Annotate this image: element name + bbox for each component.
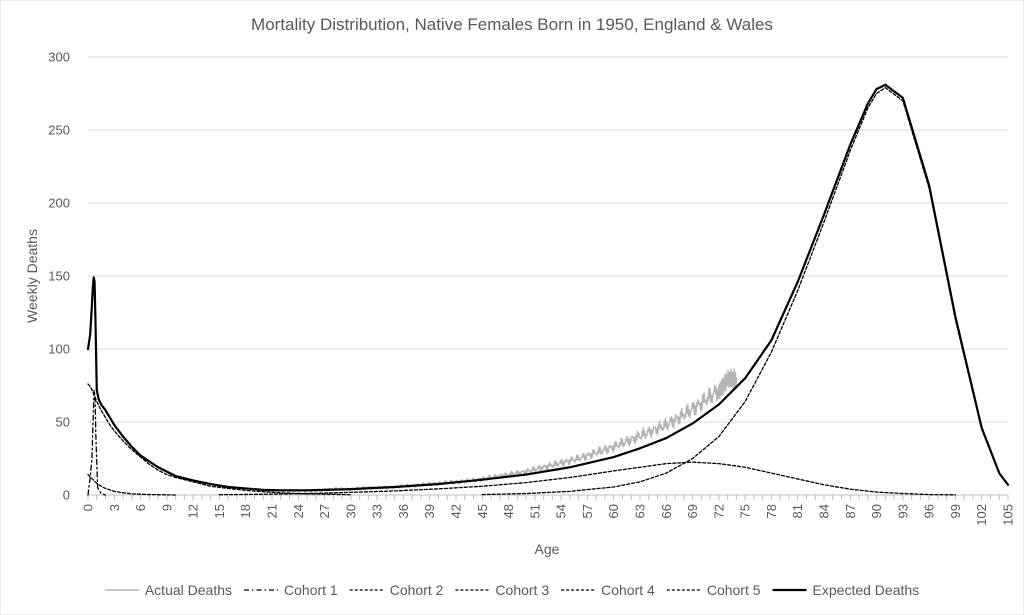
x-tick-label: 63 [633, 504, 648, 518]
x-tick-label: 81 [790, 504, 805, 518]
legend-label-cohort-1: Cohort 1 [284, 582, 338, 598]
x-tick-label: 51 [527, 504, 542, 518]
x-tick-label: 69 [685, 504, 700, 518]
x-tick-label: 6 [133, 504, 148, 511]
series-line-expected-deaths [86, 83, 1010, 492]
y-tick-label: 300 [48, 50, 70, 65]
x-tick-label: 18 [238, 504, 253, 518]
x-axis-ticks: 0 3 6 9 12 15 18 21 24 27 30 33 36 39 42 45 48 51 54 57 60 63… [81, 495, 1016, 526]
x-tick-label: 9 [159, 504, 174, 511]
legend-label-cohort-2: Cohort 2 [390, 582, 444, 598]
x-tick-label: 3 [107, 504, 122, 511]
y-axis-ticks: 0 50 100 150 200 250 300 [48, 50, 70, 503]
y-axis-title: Weekly Deaths [24, 229, 40, 323]
x-tick-label: 48 [501, 504, 516, 518]
series-line-cohort-2 [87, 383, 352, 496]
x-tick-label: 102 [974, 504, 989, 526]
x-tick-label: 87 [843, 504, 858, 518]
x-tick-label: 60 [606, 504, 621, 518]
x-tick-label: 45 [475, 504, 490, 518]
x-tick-label: 96 [922, 504, 937, 518]
x-tick-label: 90 [869, 504, 884, 518]
x-tick-label: 72 [711, 504, 726, 518]
y-tick-label: 100 [48, 342, 70, 357]
x-tick-label: 105 [1001, 504, 1016, 526]
x-tick-label: 36 [396, 504, 411, 518]
legend-label-actual-deaths: Actual Deaths [145, 582, 232, 598]
x-tick-label: 66 [659, 504, 674, 518]
legend-label-cohort-4: Cohort 4 [601, 582, 655, 598]
x-tick-label: 99 [948, 504, 963, 518]
x-tick-label: 75 [738, 504, 753, 518]
y-tick-label: 200 [48, 196, 70, 211]
x-tick-label: 57 [580, 504, 595, 518]
x-tick-label: 30 [343, 504, 358, 518]
x-tick-label: 21 [265, 504, 280, 518]
y-tick-label: 0 [63, 488, 70, 503]
x-tick-label: 24 [291, 504, 306, 518]
x-tick-label: 54 [554, 504, 569, 518]
legend-label-cohort-3: Cohort 3 [495, 582, 549, 598]
series-line-cohort-4 [218, 461, 957, 496]
x-tick-label: 93 [895, 504, 910, 518]
x-tick-label: 12 [186, 504, 201, 518]
y-tick-label: 150 [48, 269, 70, 284]
legend-label-cohort-5: Cohort 5 [707, 582, 761, 598]
x-axis-title: Age [535, 541, 560, 557]
y-tick-label: 50 [56, 415, 70, 430]
plot-area [86, 83, 1010, 496]
x-tick-label: 84 [817, 504, 832, 518]
chart-title: Mortality Distribution, Native Females B… [251, 15, 773, 34]
series-line-cohort-1 [87, 389, 107, 496]
x-tick-label: 33 [370, 504, 385, 518]
x-tick-label: 0 [81, 504, 96, 511]
x-tick-label: 27 [317, 504, 332, 518]
legend: Actual Deaths Cohort 1 Cohort 2 Cohort 3 Coh… [104, 582, 920, 598]
x-tick-label: 78 [764, 504, 779, 518]
legend-label-expected-deaths: Expected Deaths [813, 582, 920, 598]
x-tick-label: 39 [422, 504, 437, 518]
x-tick-label: 42 [449, 504, 464, 518]
x-tick-label: 15 [212, 504, 227, 518]
series-line-cohort-3 [87, 473, 177, 496]
y-tick-label: 250 [48, 123, 70, 138]
